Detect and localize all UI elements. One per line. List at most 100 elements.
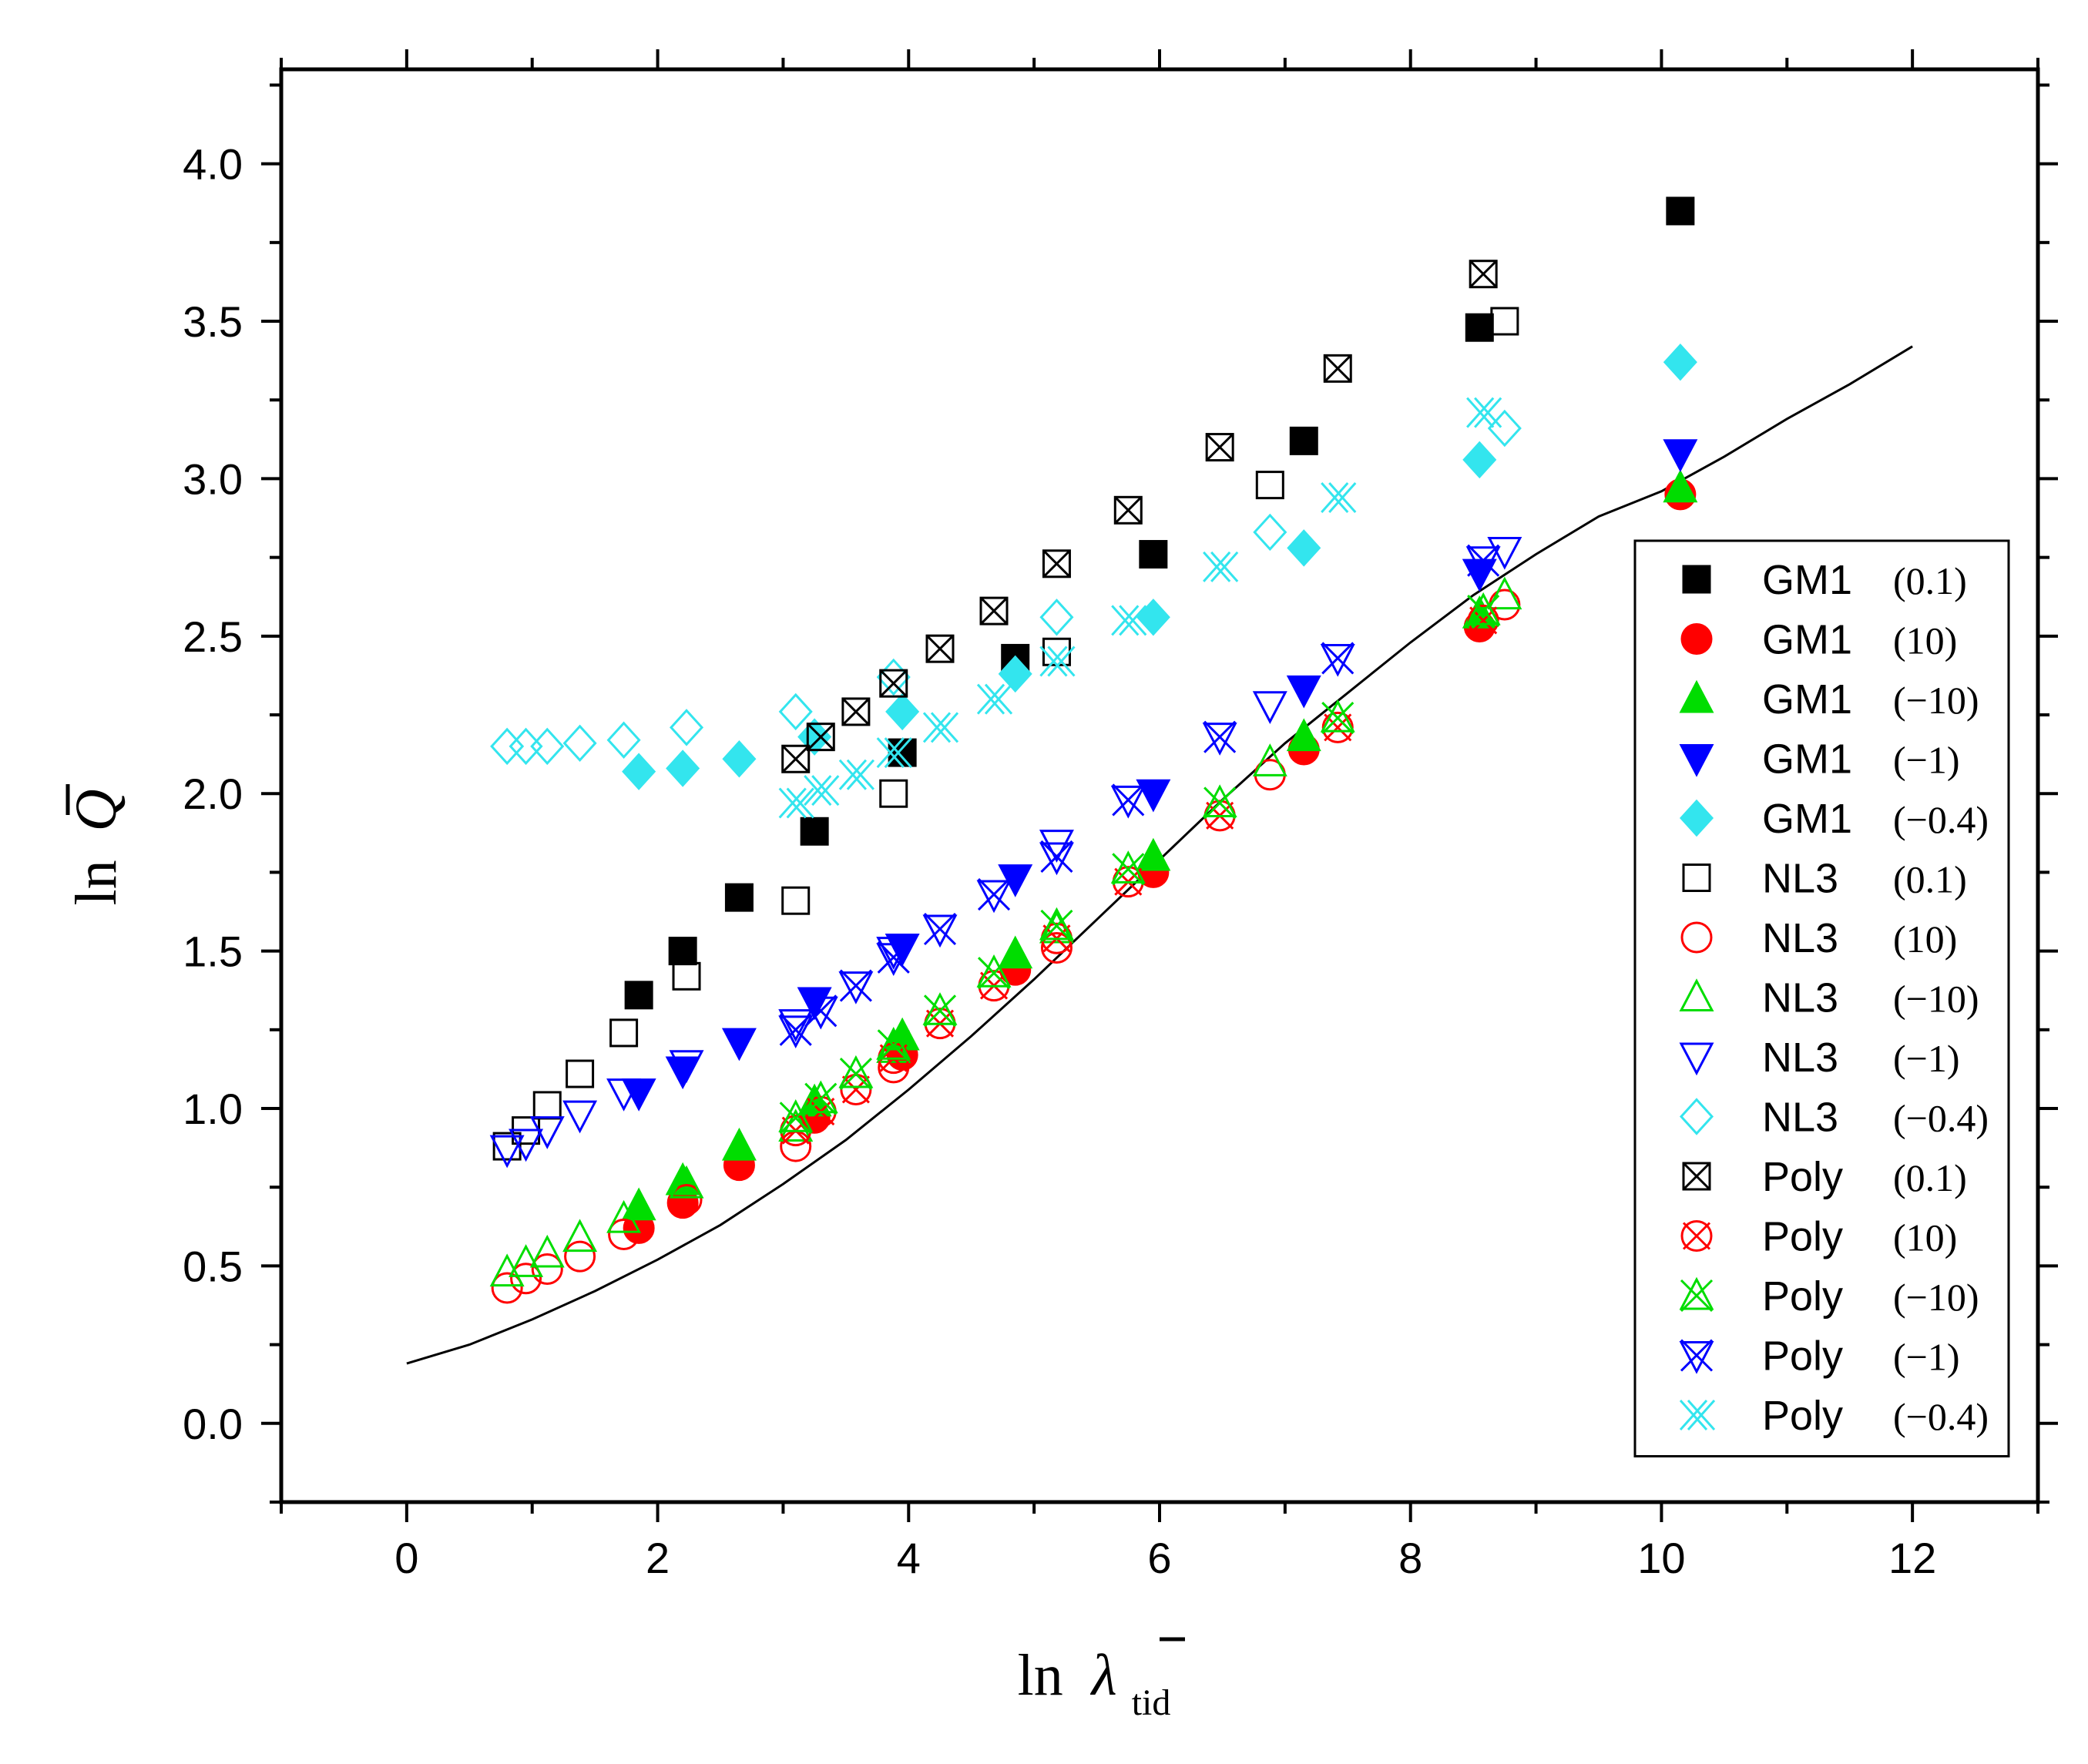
data-point	[670, 709, 704, 746]
marker-triangle-up	[721, 1127, 757, 1161]
data-point	[1203, 551, 1239, 582]
data-point	[489, 1135, 525, 1169]
marker-circle	[1680, 921, 1713, 954]
legend-marker	[1679, 1098, 1714, 1135]
data-point	[1039, 599, 1074, 636]
marker-diamond	[1136, 599, 1170, 636]
data-point	[564, 1240, 596, 1273]
data-point	[1469, 260, 1498, 289]
marker-stroke	[804, 994, 838, 1028]
marker-stroke	[925, 635, 955, 663]
marker-square	[1465, 313, 1494, 342]
marker-diamond	[885, 693, 920, 731]
marker-stroke	[1680, 1339, 1714, 1372]
y-tick-label: 4.0	[183, 140, 243, 189]
data-point	[1136, 779, 1171, 813]
data-point	[1255, 471, 1284, 500]
legend-marker	[1679, 679, 1714, 713]
x-tick-label: 8	[1398, 1534, 1422, 1582]
marker-triangle-up	[922, 992, 958, 1025]
marker-triangle-down	[509, 1128, 544, 1162]
data-point	[609, 1018, 639, 1048]
data-point	[976, 683, 1013, 715]
x-tick-label: 10	[1637, 1534, 1685, 1582]
marker-triangle-down	[1136, 779, 1171, 813]
data-point	[608, 1219, 640, 1251]
x-tick-label: 12	[1888, 1534, 1936, 1582]
marker-square	[1255, 471, 1284, 500]
marker-triangle-down	[489, 1135, 525, 1169]
data-point	[1663, 343, 1697, 381]
legend-series-param: (−1)	[1893, 739, 1960, 782]
data-point	[1487, 576, 1522, 610]
marker-stroke	[1679, 1399, 1708, 1431]
marker-triangle-up	[1487, 576, 1522, 610]
data-point	[876, 937, 911, 970]
legend-series-param: (−0.4)	[1893, 1395, 1989, 1438]
marker-triangle-down	[922, 914, 958, 948]
data-point	[509, 727, 543, 766]
y-tick-label: 1.0	[183, 1085, 243, 1133]
data-point	[530, 727, 565, 766]
data-point	[566, 1059, 595, 1088]
marker-diamond	[622, 753, 656, 790]
marker-diamond	[998, 655, 1032, 693]
marker-stroke	[1112, 853, 1145, 886]
data-point	[876, 941, 911, 977]
marker-triangle-up	[1252, 743, 1287, 776]
marker-stroke	[779, 1102, 812, 1135]
series-nl3-5	[492, 307, 1519, 1161]
marker-diamond	[670, 709, 704, 746]
legend-series-name: NL3	[1762, 915, 1838, 961]
marker-triangle-down	[778, 1009, 814, 1042]
marker-stroke	[841, 697, 870, 726]
marker-circle	[564, 1240, 596, 1273]
marker-square	[1469, 260, 1498, 289]
legend-series-name: NL3	[1762, 1095, 1838, 1141]
marker-diamond	[1487, 409, 1522, 448]
legend-marker	[1679, 1339, 1714, 1374]
legend-series-name: GM1	[1762, 676, 1852, 723]
data-point	[1466, 397, 1502, 428]
marker-stroke	[804, 1082, 838, 1115]
data-point	[797, 718, 832, 756]
legend-series-param: (−0.4)	[1893, 1097, 1989, 1140]
marker-diamond	[490, 727, 525, 766]
marker-stroke	[1469, 260, 1498, 288]
data-point	[666, 750, 700, 787]
x-axis-title-symbol: λ	[1090, 1643, 1117, 1708]
data-point	[1202, 720, 1237, 756]
marker-square	[1682, 1162, 1711, 1191]
marker-circle	[510, 1263, 542, 1295]
legend-series-param: (−1)	[1893, 1037, 1960, 1080]
marker-triangle-down	[803, 996, 838, 1030]
series-poly-14	[778, 397, 1502, 819]
x-tick-label: 4	[897, 1534, 921, 1582]
data-point	[781, 744, 811, 773]
data-point	[1042, 549, 1071, 578]
marker-circle	[1040, 932, 1073, 964]
data-point	[1465, 592, 1501, 628]
marker-diamond	[1253, 513, 1287, 552]
data-point	[1663, 439, 1698, 472]
marker-square	[781, 886, 811, 915]
data-point	[1039, 910, 1074, 944]
data-point	[1287, 529, 1321, 567]
data-point	[922, 992, 958, 1028]
marker-stroke	[778, 787, 807, 819]
data-point	[885, 693, 920, 731]
marker-stroke	[976, 683, 1005, 715]
data-point	[724, 883, 754, 912]
marker-square	[925, 634, 955, 663]
marker-diamond	[722, 740, 757, 778]
data-point	[721, 1028, 757, 1061]
data-point	[888, 738, 917, 767]
marker-triangle-down	[1679, 744, 1714, 777]
marker-triangle-down	[1465, 546, 1501, 579]
x-axis-title-sub: tid	[1132, 1682, 1171, 1723]
data-point	[979, 596, 1009, 625]
legend-series-name: NL3	[1762, 1035, 1838, 1081]
legend-series-name: GM1	[1762, 796, 1852, 842]
marker-triangle-down	[529, 1116, 565, 1149]
data-markers	[489, 196, 1698, 1304]
